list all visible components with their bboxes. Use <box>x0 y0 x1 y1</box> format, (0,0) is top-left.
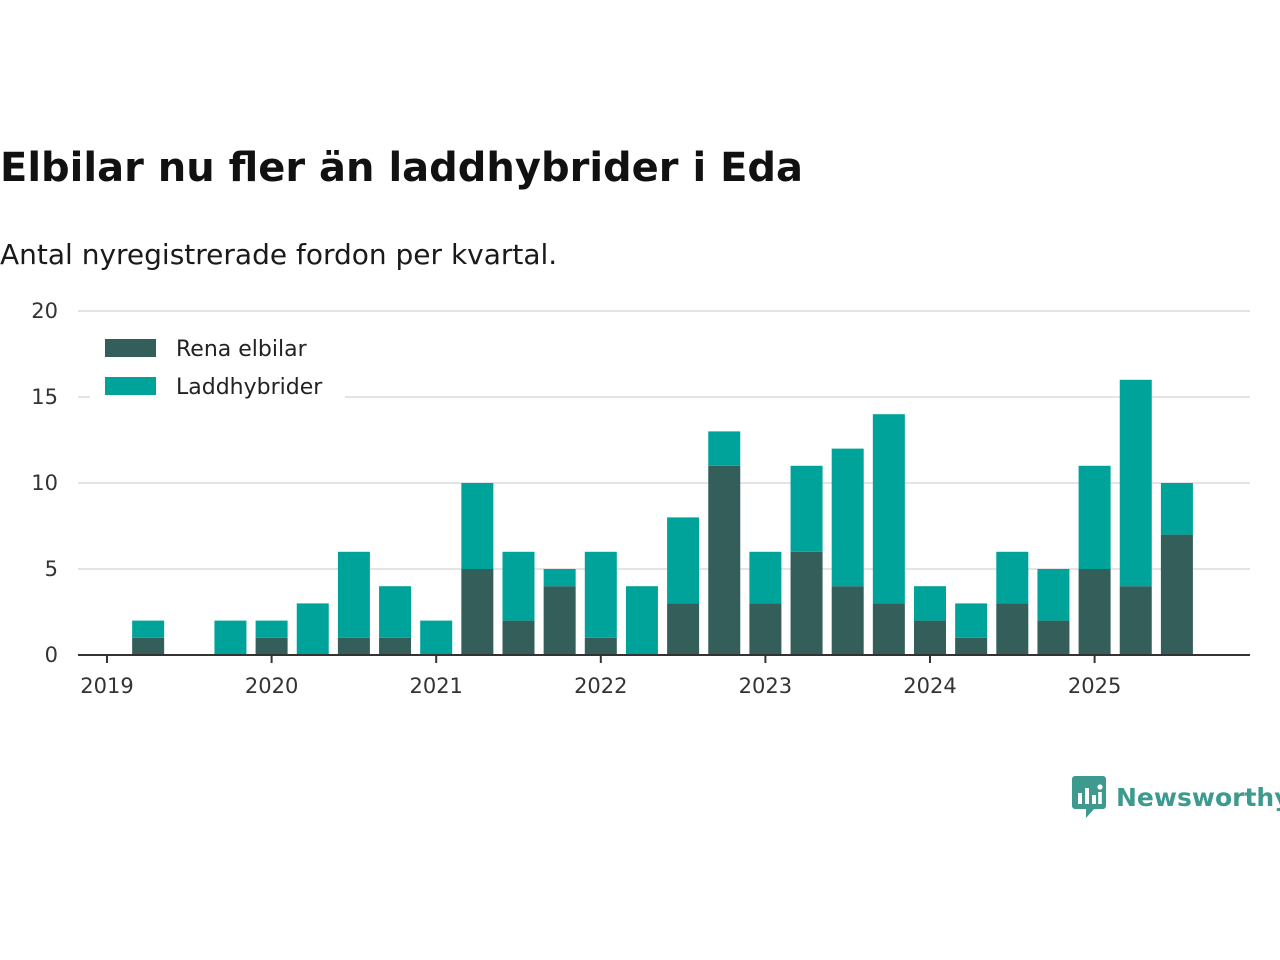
bar-laddhybrider <box>996 551 1029 604</box>
legend-label: Rena elbilar <box>176 337 308 362</box>
bar-laddhybrider <box>1037 569 1070 621</box>
bar-chart-bubble-icon <box>1072 776 1106 818</box>
bar-laddhybrider <box>461 483 494 569</box>
bar-rena-elbilar <box>337 637 370 655</box>
bar-laddhybrider <box>872 414 905 604</box>
bar-laddhybrider <box>914 586 946 621</box>
x-tick-label: 2025 <box>1068 674 1121 698</box>
bar-laddhybrider <box>955 603 988 638</box>
bar-rena-elbilar <box>543 586 576 655</box>
bar-laddhybrider <box>708 431 741 466</box>
y-tick-label: 0 <box>45 643 58 667</box>
bar-laddhybrider <box>379 586 412 638</box>
chart-title: Elbilar nu fler än laddhybrider i Eda <box>0 145 804 191</box>
y-tick-label: 15 <box>31 385 58 409</box>
bar-rena-elbilar <box>1078 569 1111 655</box>
bar-laddhybrider <box>502 551 535 621</box>
bar-rena-elbilar <box>749 603 782 655</box>
bar-laddhybrider <box>1160 483 1193 535</box>
bar-laddhybrider <box>831 448 864 587</box>
bar-rena-elbilar <box>1160 534 1193 655</box>
y-tick-label: 10 <box>31 471 58 495</box>
bar-laddhybrider <box>337 551 370 638</box>
bar-laddhybrider <box>790 465 823 552</box>
bar-laddhybrider <box>543 569 576 587</box>
x-tick-label: 2023 <box>739 674 792 698</box>
bar-rena-elbilar <box>461 569 494 655</box>
bar-rena-elbilar <box>996 603 1029 655</box>
bar-rena-elbilar <box>872 603 905 655</box>
bar-laddhybrider <box>420 620 453 655</box>
bar-rena-elbilar <box>379 637 412 655</box>
bar-laddhybrider <box>1078 465 1111 569</box>
bar-rena-elbilar <box>132 637 165 655</box>
bar-laddhybrider <box>132 620 165 638</box>
bar-rena-elbilar <box>914 620 946 655</box>
x-tick-label: 2020 <box>245 674 298 698</box>
x-tick-label: 2021 <box>409 674 462 698</box>
bar-laddhybrider <box>749 551 782 604</box>
bar-laddhybrider <box>214 620 247 655</box>
newsworthy-logo: Newsworthy <box>1072 776 1280 818</box>
bar-rena-elbilar <box>1119 586 1152 655</box>
bar-rena-elbilar <box>790 551 823 655</box>
bar-rena-elbilar <box>831 586 864 655</box>
chart-subtitle: Antal nyregistrerade fordon per kvartal. <box>0 238 558 271</box>
bar-laddhybrider <box>667 517 700 604</box>
y-tick-label: 20 <box>31 299 58 323</box>
y-tick-label: 5 <box>45 557 58 581</box>
bar-rena-elbilar <box>502 620 535 655</box>
bar-rena-elbilar <box>255 637 288 655</box>
x-tick-label: 2022 <box>574 674 627 698</box>
x-tick-label: 2024 <box>903 674 956 698</box>
bar-rena-elbilar <box>708 465 741 655</box>
bar-rena-elbilar <box>955 637 988 655</box>
bar-laddhybrider <box>625 586 658 655</box>
legend-label: Laddhybrider <box>176 375 323 400</box>
bar-rena-elbilar <box>584 637 617 655</box>
bar-laddhybrider <box>1119 379 1152 587</box>
bar-laddhybrider <box>584 551 617 638</box>
legend-swatch <box>105 377 156 395</box>
bar-rena-elbilar <box>667 603 700 655</box>
bar-laddhybrider <box>296 603 329 655</box>
bar-laddhybrider <box>255 620 288 638</box>
x-tick-label: 2019 <box>80 674 133 698</box>
bar-rena-elbilar <box>1037 620 1070 655</box>
legend-swatch <box>105 339 156 357</box>
brand-name: Newsworthy <box>1116 782 1280 812</box>
